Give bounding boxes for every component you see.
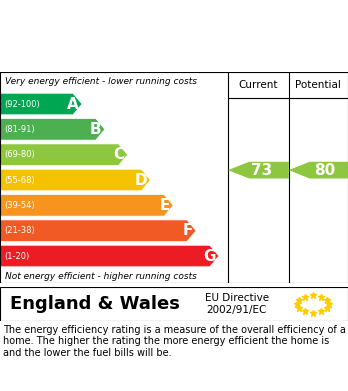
Text: 73: 73 xyxy=(251,163,272,178)
Text: (1-20): (1-20) xyxy=(5,251,30,260)
Text: G: G xyxy=(203,249,215,264)
Text: England & Wales: England & Wales xyxy=(10,295,180,313)
Text: B: B xyxy=(90,122,101,137)
Text: Very energy efficient - lower running costs: Very energy efficient - lower running co… xyxy=(5,77,197,86)
Polygon shape xyxy=(0,169,150,191)
Polygon shape xyxy=(0,245,219,267)
Text: (39-54): (39-54) xyxy=(5,201,35,210)
Text: C: C xyxy=(113,147,124,162)
Text: D: D xyxy=(134,172,147,188)
Polygon shape xyxy=(228,162,289,179)
Text: EU Directive
2002/91/EC: EU Directive 2002/91/EC xyxy=(205,293,269,315)
Text: E: E xyxy=(159,198,170,213)
Text: (21-38): (21-38) xyxy=(5,226,35,235)
Polygon shape xyxy=(0,118,105,140)
Text: The energy efficiency rating is a measure of the overall efficiency of a home. T: The energy efficiency rating is a measur… xyxy=(3,325,346,358)
Polygon shape xyxy=(0,195,173,216)
Text: (69-80): (69-80) xyxy=(5,150,35,159)
Text: F: F xyxy=(182,223,192,238)
Text: Not energy efficient - higher running costs: Not energy efficient - higher running co… xyxy=(5,272,196,281)
Text: (55-68): (55-68) xyxy=(5,176,35,185)
Text: 80: 80 xyxy=(314,163,335,178)
Text: Current: Current xyxy=(239,80,278,90)
Polygon shape xyxy=(0,144,128,165)
Polygon shape xyxy=(0,220,196,242)
Text: Energy Efficiency Rating: Energy Efficiency Rating xyxy=(69,47,279,62)
Text: (81-91): (81-91) xyxy=(5,125,35,134)
Text: Potential: Potential xyxy=(295,80,341,90)
Polygon shape xyxy=(0,93,82,115)
Text: (92-100): (92-100) xyxy=(5,99,40,109)
Text: A: A xyxy=(67,97,79,111)
Polygon shape xyxy=(289,162,348,179)
